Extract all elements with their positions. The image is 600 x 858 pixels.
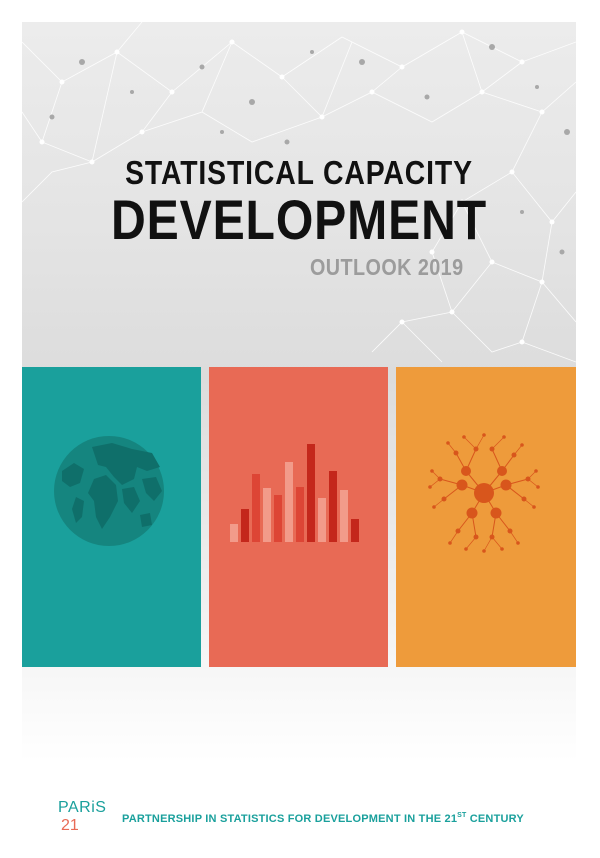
tagline-end: CENTURY — [466, 813, 524, 825]
bar-chart-icon — [230, 444, 359, 542]
logo-text-bottom: 21 — [61, 817, 79, 834]
panel-globe — [22, 367, 201, 667]
report-subtitle: OUTLOOK 2019 — [310, 254, 464, 280]
globe-icon — [54, 436, 164, 546]
footer: PARiS 21 PARTNERSHIP IN STATISTICS FOR D… — [0, 795, 600, 845]
paris21-logo: PARiS 21 — [58, 799, 110, 841]
tagline: PARTNERSHIP IN STATISTICS FOR DEVELOPMEN… — [122, 812, 524, 825]
network-icon — [428, 433, 540, 553]
panel-bar-chart — [209, 367, 388, 667]
network-background-art — [22, 22, 576, 363]
panel-network — [396, 367, 576, 667]
tagline-main: PARTNERSHIP IN STATISTICS FOR DEVELOPMEN… — [122, 813, 458, 825]
logo-text-top: PARiS — [58, 799, 107, 816]
report-title-line1: STATISTICAL CAPACITY — [125, 154, 473, 191]
report-cover: STATISTICAL CAPACITY DEVELOPMENT OUTLOOK… — [22, 22, 576, 762]
tagline-superscript: ST — [457, 812, 467, 819]
report-title-line2: DEVELOPMENT — [110, 188, 488, 251]
title-block: STATISTICAL CAPACITY DEVELOPMENT OUTLOOK… — [22, 154, 576, 280]
